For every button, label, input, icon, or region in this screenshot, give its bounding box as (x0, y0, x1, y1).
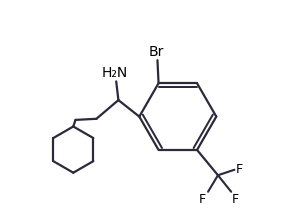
Text: Br: Br (149, 45, 164, 59)
Text: F: F (232, 193, 239, 206)
Text: H₂N: H₂N (102, 66, 128, 80)
Text: F: F (235, 163, 243, 176)
Text: F: F (199, 193, 206, 206)
